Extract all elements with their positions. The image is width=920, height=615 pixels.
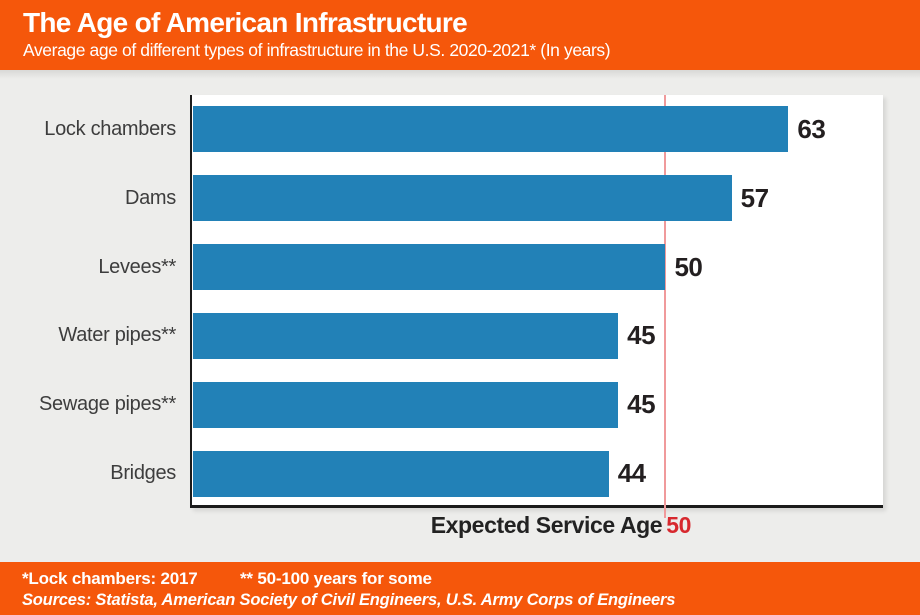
bar: [192, 450, 609, 497]
bar-row-bridges: Bridges 44: [0, 439, 883, 508]
bar: [192, 312, 619, 359]
bar: [192, 244, 666, 291]
plot-area: [190, 95, 883, 508]
value-label: 45: [627, 320, 656, 351]
bar: [192, 175, 732, 222]
category-label: Dams: [124, 186, 176, 209]
value-label: 63: [797, 113, 826, 144]
bar-row-dams: Dams 57: [0, 164, 883, 233]
category-label: Bridges: [110, 462, 176, 485]
bar: [192, 106, 789, 153]
bar-row-sewage-pipes: Sewage pipes** 45: [0, 370, 883, 439]
expected-service-age-label: Expected Service Age 50: [430, 512, 692, 539]
sources-line: Sources: Statista, American Society of C…: [22, 591, 676, 609]
bar-track: 50: [192, 244, 884, 291]
footnote-range: ** 50-100 years for some: [240, 569, 432, 588]
bar-row-water-pipes: Water pipes** 45: [0, 301, 883, 370]
bar-chart: Lock chambers 63 Dams 57 Levees** 50: [0, 95, 883, 508]
footer: *Lock chambers: 2017 ** 50-100 years for…: [0, 562, 920, 615]
value-label: 44: [617, 458, 646, 489]
page-subtitle: Average age of different types of infras…: [23, 40, 611, 61]
footnote-lock-chambers: *Lock chambers: 2017: [22, 569, 198, 588]
bar-track: 57: [192, 175, 884, 222]
bar-track: 45: [192, 312, 884, 359]
value-label: 45: [627, 389, 656, 420]
bar-track: 45: [192, 381, 884, 428]
category-label: Water pipes**: [58, 324, 176, 347]
category-label: Levees**: [98, 255, 176, 278]
chart-section: Lock chambers 63 Dams 57 Levees** 50: [0, 70, 920, 562]
header: The Age of American Infrastructure Avera…: [0, 0, 920, 70]
expected-service-age-value: 50: [666, 512, 691, 538]
page-title: The Age of American Infrastructure: [23, 7, 468, 38]
category-label: Lock chambers: [44, 117, 176, 140]
value-label: 57: [740, 182, 769, 213]
category-label: Sewage pipes**: [38, 393, 176, 416]
bar-track: 63: [192, 106, 884, 153]
expected-service-age-reference-line: [664, 95, 666, 518]
value-label: 50: [674, 251, 703, 282]
bar-row-lock-chambers: Lock chambers 63: [0, 95, 883, 164]
bar: [192, 381, 619, 428]
bar-row-levees: Levees** 50: [0, 233, 883, 302]
footnotes: *Lock chambers: 2017 ** 50-100 years for…: [22, 569, 920, 590]
bar-track: 44: [192, 450, 884, 497]
expected-service-age-text: Expected Service Age: [430, 512, 663, 538]
